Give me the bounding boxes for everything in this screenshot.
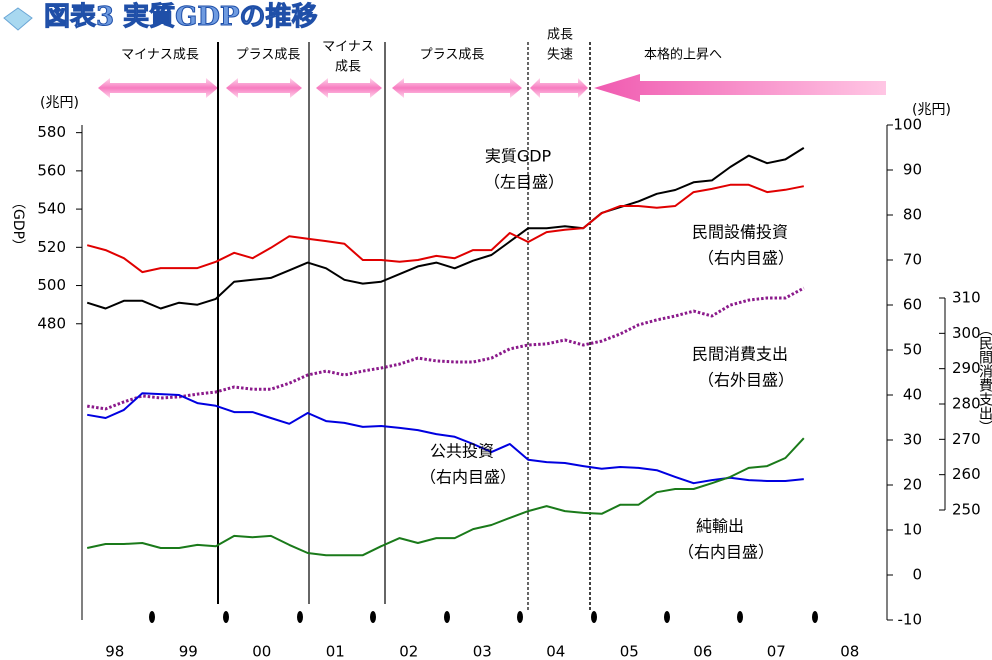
phase-label: 成長 [547, 28, 573, 43]
y3-tick-label: 300 [952, 324, 981, 342]
series-note: （右内目盛） [678, 543, 774, 562]
x-tick-label: 98 [105, 643, 124, 660]
phase-label: 失速 [547, 48, 573, 63]
series-note: （右内目盛） [698, 249, 794, 268]
y3-tick-label: 280 [952, 395, 981, 413]
y3-axis-title: （民間消費支出） [977, 322, 992, 434]
y2-tick-label: 60 [903, 296, 922, 314]
phase-label: プラス成長 [420, 48, 485, 63]
y3-tick-label: 310 [952, 289, 981, 307]
x-tick-label: 01 [326, 643, 345, 660]
y2-tick-label: 80 [903, 206, 922, 224]
chart-title: 図表3 実質GDPの推移 [44, 1, 317, 32]
phase-label: プラス成長 [236, 48, 301, 63]
x-tick-label: 07 [767, 643, 786, 660]
y2-tick-label: 0 [912, 566, 922, 584]
phase-arrows [98, 74, 886, 102]
series-line [86, 437, 805, 557]
phase-label: マイナス [322, 40, 374, 55]
series-line [86, 183, 804, 274]
x-tick-label: 08 [840, 643, 859, 660]
y-tick-label: 580 [37, 123, 66, 141]
y-tick-label: 480 [37, 314, 66, 332]
title-icon [3, 7, 33, 31]
series-line [86, 286, 805, 411]
y-tick-label: 500 [37, 276, 66, 294]
x-tick-label: 99 [179, 643, 198, 660]
y3-tick-label: 260 [952, 465, 981, 483]
y2-tick-label: 40 [903, 386, 922, 404]
series-name: 実質GDP [485, 147, 552, 166]
series-name: 民間消費支出 [692, 345, 788, 364]
y2-tick-label: 70 [903, 251, 922, 269]
series-name: 民間設備投資 [692, 223, 788, 242]
y2-tick-label: 50 [903, 341, 922, 359]
x-tick-label: 04 [546, 643, 565, 660]
phase-label: 本格的上昇へ [644, 47, 722, 63]
y2-unit: (兆円) [912, 102, 951, 118]
phase-boundaries [217, 42, 591, 610]
y3-tick-label: 290 [952, 359, 981, 377]
y3-tick-label: 270 [952, 430, 981, 448]
y2-tick-label: -10 [898, 611, 923, 629]
y2-tick-label: 20 [903, 476, 922, 494]
y-tick-label: 560 [37, 161, 66, 179]
y-axis-title: （GDP） [10, 195, 26, 253]
series-note: （右内目盛） [420, 468, 516, 487]
x-tick-label: 02 [399, 643, 418, 660]
year-markers [149, 611, 818, 623]
phase-label: 成長 [335, 60, 361, 75]
y-unit: (兆円) [40, 95, 79, 111]
series-line [86, 147, 805, 310]
y2-tick-label: 90 [903, 161, 922, 179]
y2-tick-label: 30 [903, 431, 922, 449]
phase-label: マイナス成長 [121, 48, 199, 63]
x-tick-label: 00 [252, 643, 271, 660]
y2-tick-label: 100 [893, 116, 922, 134]
x-tick-label: 03 [473, 643, 492, 660]
series-name: 純輸出 [696, 517, 744, 536]
series-note: （右外目盛） [698, 371, 794, 390]
x-tick-label: 05 [620, 643, 639, 660]
x-tick-label: 06 [693, 643, 712, 660]
y2-tick-label: 10 [903, 521, 922, 539]
series-name: 公共投資 [430, 442, 494, 461]
y-tick-label: 540 [37, 200, 66, 218]
y3-tick-label: 250 [952, 501, 981, 519]
y-tick-label: 520 [37, 238, 66, 256]
series-line [87, 392, 804, 485]
series-note: （左目盛） [484, 173, 564, 192]
